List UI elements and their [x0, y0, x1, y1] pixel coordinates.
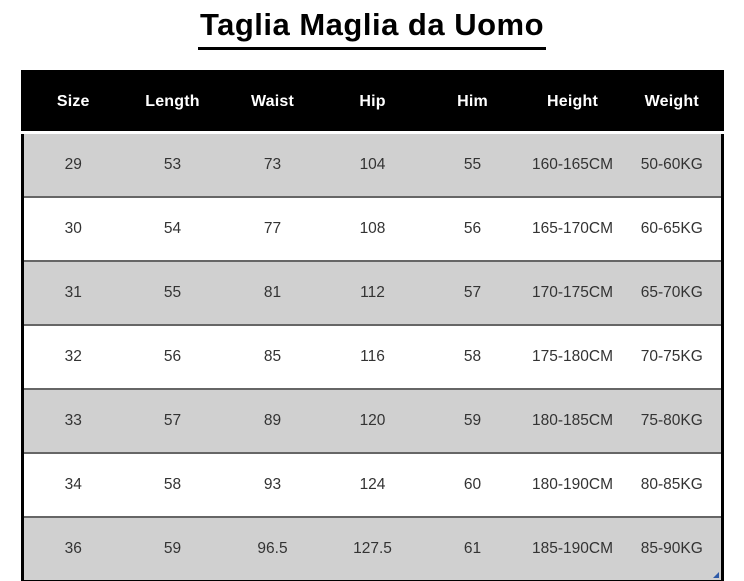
header-row: Size Length Waist Hip Him Height Weight — [22, 71, 723, 133]
table-cell: 29 — [22, 131, 123, 197]
table-cell: 75-80KG — [622, 388, 723, 453]
table-cell: 96.5 — [222, 516, 323, 581]
column-header: Height — [522, 71, 623, 133]
table-cell: 60-65KG — [622, 196, 723, 261]
table-cell: 180-190CM — [522, 452, 623, 517]
column-header: Hip — [322, 71, 423, 133]
table-cell: 80-85KG — [622, 452, 723, 517]
table-cell: 89 — [222, 388, 323, 453]
page-title: Taglia Maglia da Uomo — [197, 6, 547, 50]
table-cell: 93 — [222, 452, 323, 517]
table-cell: 55 — [122, 260, 223, 325]
table-cell: 112 — [322, 260, 423, 325]
table-cell: 57 — [422, 260, 523, 325]
size-chart: Size Length Waist Hip Him Height Weight 29 53 73… — [21, 70, 724, 581]
table-cell: 61 — [422, 516, 523, 581]
table-cell: 32 — [22, 324, 123, 389]
table-cell: 85-90KG — [622, 516, 723, 581]
table-cell: 53 — [122, 131, 223, 197]
table-row: 36 59 96.5 127.5 61 185-190CM 85-90KG — [22, 516, 723, 581]
table-cell: 34 — [22, 452, 123, 517]
table-header: Size Length Waist Hip Him Height Weight — [22, 71, 723, 133]
table-cell: 56 — [122, 324, 223, 389]
table-row: 31 55 81 112 57 170-175CM 65-70KG — [22, 260, 723, 325]
table-cell: 185-190CM — [522, 516, 623, 581]
table-cell: 116 — [322, 324, 423, 389]
table-cell: 33 — [22, 388, 123, 453]
table-row: 29 53 73 104 55 160-165CM 50-60KG — [22, 131, 723, 197]
table-cell: 127.5 — [322, 516, 423, 581]
table-cell: 124 — [322, 452, 423, 517]
table-cell: 58 — [122, 452, 223, 517]
table-cell: 175-180CM — [522, 324, 623, 389]
table-cell: 160-165CM — [522, 131, 623, 197]
table-cell: 108 — [322, 196, 423, 261]
resize-corner-icon — [713, 572, 719, 578]
table-cell: 36 — [22, 516, 123, 581]
table-cell: 56 — [422, 196, 523, 261]
table-cell: 170-175CM — [522, 260, 623, 325]
column-header: Weight — [622, 71, 723, 133]
size-table: Size Length Waist Hip Him Height Weight 29 53 73… — [21, 70, 724, 581]
table-row: 30 54 77 108 56 165-170CM 60-65KG — [22, 196, 723, 261]
table-cell: 57 — [122, 388, 223, 453]
table-cell: 180-185CM — [522, 388, 623, 453]
table-cell: 120 — [322, 388, 423, 453]
table-cell: 81 — [222, 260, 323, 325]
table-cell: 165-170CM — [522, 196, 623, 261]
table-cell: 77 — [222, 196, 323, 261]
table-cell: 60 — [422, 452, 523, 517]
table-cell: 55 — [422, 131, 523, 197]
table-cell: 59 — [122, 516, 223, 581]
table-cell: 59 — [422, 388, 523, 453]
table-cell: 50-60KG — [622, 131, 723, 197]
table-cell: 85 — [222, 324, 323, 389]
table-row: 33 57 89 120 59 180-185CM 75-80KG — [22, 388, 723, 453]
title-bar: Taglia Maglia da Uomo — [0, 0, 744, 50]
table-cell: 54 — [122, 196, 223, 261]
table-row: 34 58 93 124 60 180-190CM 80-85KG — [22, 452, 723, 517]
table-cell: 58 — [422, 324, 523, 389]
table-cell: 104 — [322, 131, 423, 197]
column-header: Length — [122, 71, 223, 133]
table-cell: 70-75KG — [622, 324, 723, 389]
column-header: Size — [22, 71, 123, 133]
table-cell: 65-70KG — [622, 260, 723, 325]
column-header: Waist — [222, 71, 323, 133]
table-cell: 73 — [222, 131, 323, 197]
table-cell: 31 — [22, 260, 123, 325]
column-header: Him — [422, 71, 523, 133]
table-cell: 30 — [22, 196, 123, 261]
table-body: 29 53 73 104 55 160-165CM 50-60KG 30 54 77 108 56 16… — [22, 131, 723, 581]
table-row: 32 56 85 116 58 175-180CM 70-75KG — [22, 324, 723, 389]
